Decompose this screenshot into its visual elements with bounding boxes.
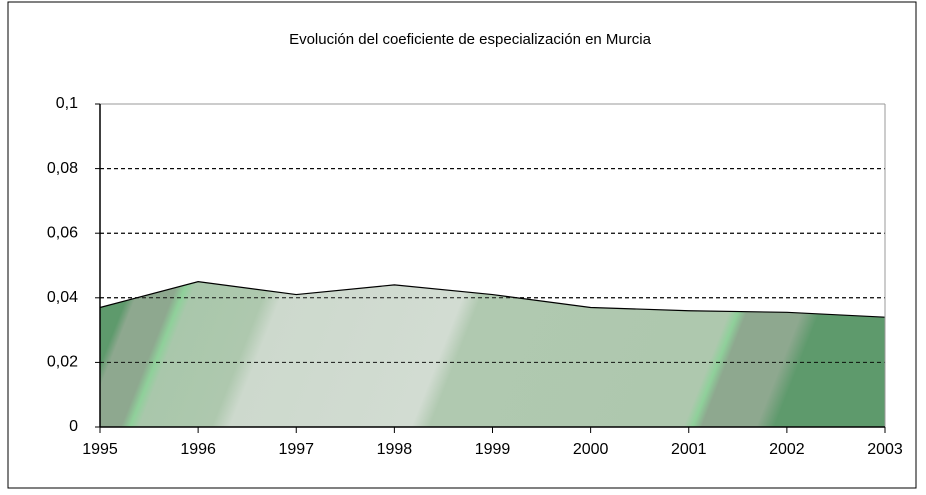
y-tick-label: 0,1 — [56, 95, 78, 112]
x-tick-label: 2003 — [867, 441, 903, 458]
x-tick-label: 1995 — [82, 441, 118, 458]
x-tick-label: 2001 — [671, 441, 707, 458]
y-tick-label: 0 — [69, 418, 78, 435]
y-tick-label: 0,08 — [47, 160, 78, 177]
x-tick-label: 2002 — [769, 441, 805, 458]
x-tick-label: 1996 — [180, 441, 216, 458]
chart-border — [7, 1, 917, 489]
x-tick-label: 1997 — [278, 441, 314, 458]
x-tick-label: 1999 — [475, 441, 511, 458]
area — [100, 281, 885, 427]
y-tick-label: 0,04 — [47, 289, 78, 306]
chart-title: Evolución del coeficiente de especializa… — [289, 31, 652, 48]
y-tick-label: 0,06 — [47, 224, 78, 241]
x-tick-label: 1998 — [377, 441, 413, 458]
y-tick-label: 0,02 — [47, 354, 78, 371]
x-tick-label: 2000 — [573, 441, 609, 458]
area-line — [99, 281, 886, 318]
